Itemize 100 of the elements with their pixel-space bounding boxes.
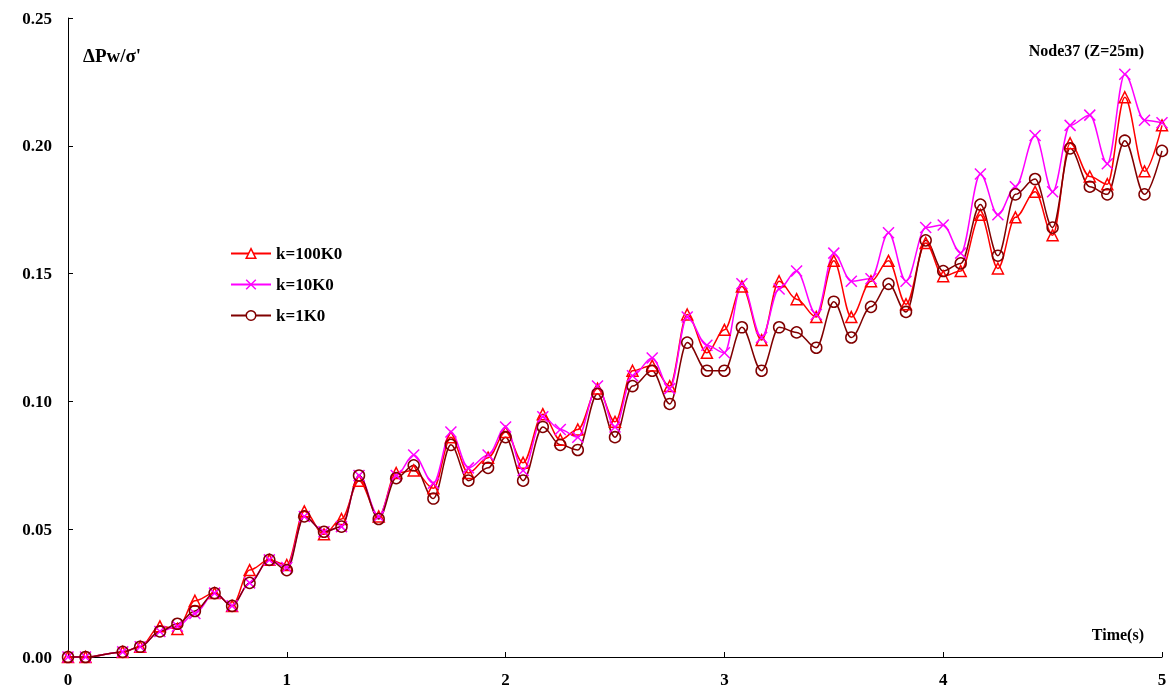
point	[608, 420, 622, 434]
point	[1083, 180, 1097, 193]
point	[810, 341, 823, 354]
point	[700, 338, 714, 352]
point	[481, 461, 495, 475]
point	[718, 346, 731, 360]
point	[790, 326, 803, 339]
point	[516, 456, 530, 469]
point	[608, 415, 622, 429]
point	[919, 221, 932, 234]
point	[936, 269, 950, 283]
point	[1118, 67, 1132, 81]
point	[845, 310, 858, 324]
point	[954, 257, 967, 270]
point	[882, 277, 895, 291]
point	[974, 167, 987, 181]
legend-label: k=100K0	[276, 244, 343, 263]
point	[1063, 136, 1077, 150]
y-tick-label: 0.25	[22, 8, 52, 28]
text: Node37 (Z=25m)	[1028, 41, 1144, 60]
point	[845, 275, 858, 288]
point	[516, 474, 530, 487]
point	[991, 262, 1005, 275]
point	[899, 298, 913, 311]
point	[936, 264, 950, 278]
point	[407, 464, 420, 477]
point	[1028, 129, 1042, 142]
point	[1063, 142, 1077, 155]
point	[772, 282, 786, 296]
point	[1138, 188, 1151, 201]
point	[571, 423, 585, 436]
point	[352, 474, 366, 487]
legend-label: k=10K0	[276, 275, 334, 294]
point	[899, 305, 913, 319]
point	[645, 359, 659, 372]
point	[718, 364, 731, 377]
point	[1046, 185, 1059, 199]
point	[864, 300, 878, 314]
point	[755, 364, 768, 377]
y-tick-label: 0.00	[22, 647, 52, 667]
point	[954, 264, 967, 278]
point	[1118, 134, 1132, 147]
point	[462, 466, 475, 480]
point	[974, 198, 987, 211]
point	[444, 425, 458, 439]
point	[462, 461, 475, 475]
y-tick-label: 0.15	[22, 264, 52, 284]
point	[790, 292, 803, 306]
point	[899, 275, 913, 288]
point	[1138, 165, 1151, 178]
point	[335, 512, 348, 526]
point	[772, 321, 786, 334]
point	[536, 420, 550, 434]
point	[571, 430, 585, 444]
point	[499, 430, 512, 444]
point	[1046, 221, 1059, 234]
point	[554, 423, 567, 436]
point	[626, 369, 639, 383]
point	[991, 208, 1005, 222]
point	[735, 321, 749, 334]
point	[790, 264, 803, 278]
point	[827, 246, 841, 260]
point	[1083, 108, 1097, 122]
y-tick-label: 0.10	[22, 391, 52, 411]
point	[516, 464, 530, 477]
point	[444, 438, 458, 452]
point	[427, 476, 440, 490]
point	[645, 351, 659, 365]
point	[645, 364, 659, 377]
y-axis-title: ΔPw/σ'	[83, 45, 142, 66]
x-tick-label: 1	[282, 670, 292, 689]
point	[608, 430, 622, 444]
point	[1046, 229, 1059, 242]
point	[1009, 211, 1022, 224]
x-tick-label: 2	[501, 670, 510, 689]
point	[1155, 144, 1169, 158]
point	[974, 208, 987, 222]
legend-label: k=1K0	[276, 306, 326, 325]
point	[663, 397, 676, 411]
point	[1028, 185, 1042, 199]
point	[499, 425, 512, 439]
point	[243, 563, 256, 577]
point	[571, 443, 585, 457]
point	[1101, 188, 1114, 201]
x-axis-title: Time(s)	[1091, 625, 1144, 644]
point	[188, 594, 202, 608]
point	[407, 459, 420, 472]
point	[1083, 170, 1097, 183]
y-tick-label: 0.05	[22, 519, 52, 539]
point	[298, 505, 311, 518]
point	[591, 387, 604, 400]
point	[499, 420, 512, 434]
point	[772, 275, 786, 288]
point	[700, 364, 714, 377]
x-tick-label: 3	[720, 670, 729, 689]
point	[407, 448, 420, 462]
point	[1101, 177, 1114, 191]
point	[718, 323, 731, 337]
point	[626, 364, 639, 377]
point	[991, 249, 1005, 262]
